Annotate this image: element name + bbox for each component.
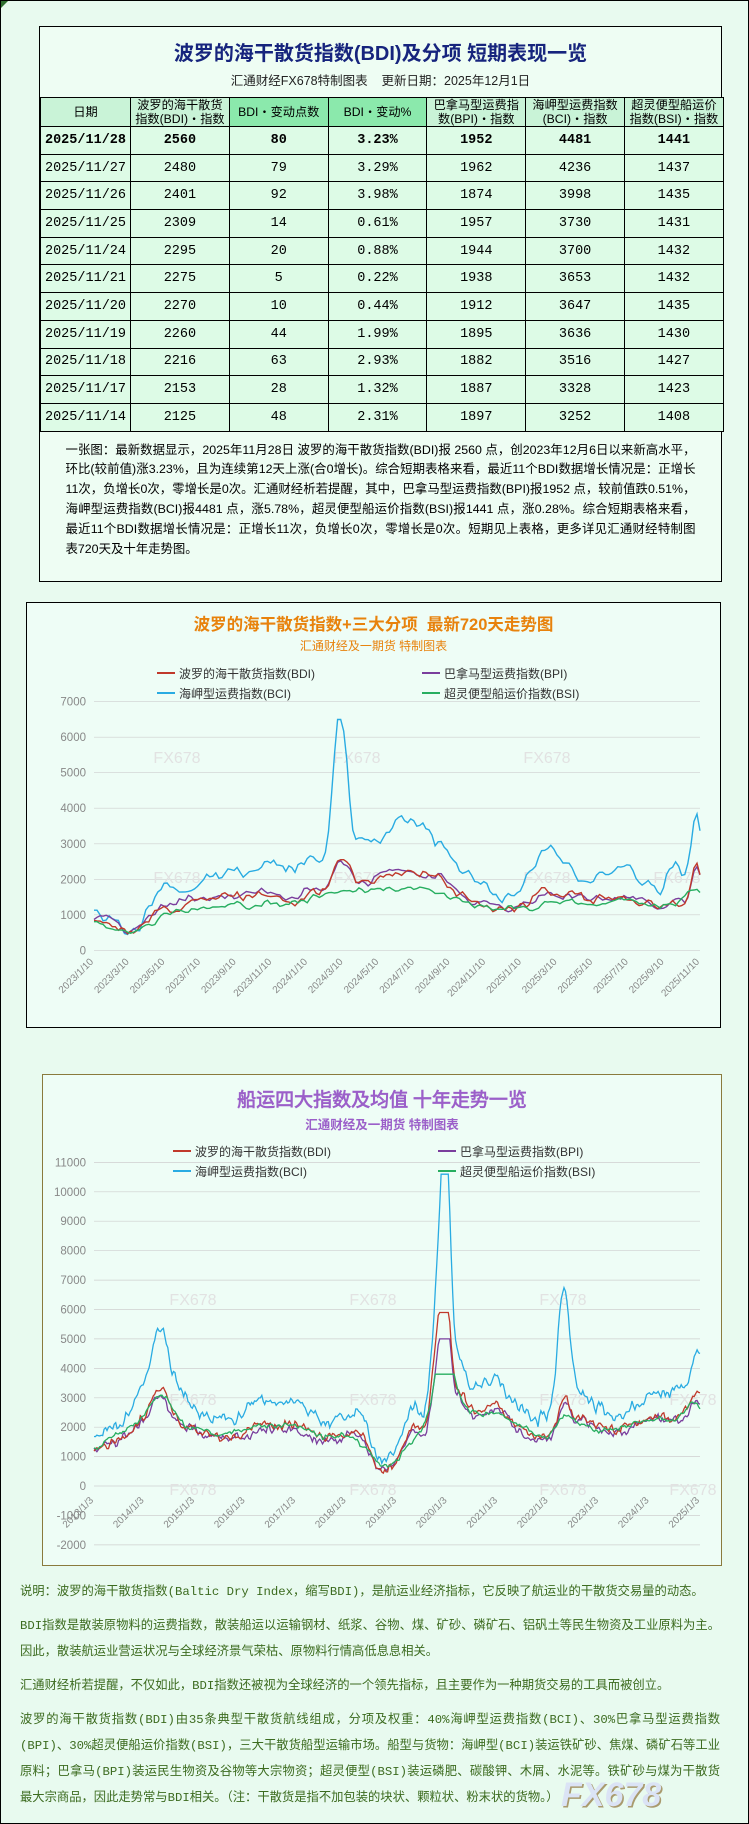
svg-text:5000: 5000 (60, 1334, 86, 1346)
svg-text:FX678: FX678 (669, 1392, 716, 1409)
svg-text:FX678: FX678 (153, 870, 200, 887)
svg-text:2000: 2000 (60, 874, 86, 886)
svg-text:2025/1/3: 2025/1/3 (667, 1495, 703, 1531)
svg-text:2023/1/10: 2023/1/10 (57, 956, 97, 996)
svg-text:7000: 7000 (60, 1275, 86, 1287)
svg-text:6000: 6000 (60, 732, 86, 744)
svg-text:0: 0 (80, 945, 86, 957)
svg-text:2020/1/3: 2020/1/3 (414, 1495, 450, 1531)
svg-text:6000: 6000 (60, 1305, 86, 1317)
svg-text:2016/1/3: 2016/1/3 (212, 1495, 248, 1531)
svg-text:2024/3/10: 2024/3/10 (306, 956, 346, 996)
svg-text:2014/1/3: 2014/1/3 (111, 1495, 147, 1531)
svg-text:2019/1/3: 2019/1/3 (364, 1495, 400, 1531)
svg-text:FX678: FX678 (349, 1482, 396, 1499)
svg-text:2025/3/10: 2025/3/10 (520, 956, 560, 996)
svg-text:9000: 9000 (60, 1216, 86, 1228)
svg-text:2023/1/3: 2023/1/3 (566, 1495, 602, 1531)
svg-text:2024/1/10: 2024/1/10 (271, 956, 311, 996)
svg-text:2024/5/10: 2024/5/10 (342, 956, 382, 996)
svg-text:1000: 1000 (60, 1452, 86, 1464)
svg-text:2023/11/10: 2023/11/10 (232, 956, 275, 999)
svg-text:FX678: FX678 (169, 1292, 216, 1309)
svg-text:1000: 1000 (60, 910, 86, 922)
svg-text:8000: 8000 (60, 1246, 86, 1258)
svg-text:FX678: FX678 (539, 1482, 586, 1499)
svg-text:FX678: FX678 (153, 750, 200, 767)
svg-text:FX678: FX678 (333, 750, 380, 767)
svg-text:2000: 2000 (60, 1422, 86, 1434)
svg-text:FX678: FX678 (669, 1482, 716, 1499)
svg-text:2025/11/10: 2025/11/10 (659, 956, 702, 999)
svg-text:0: 0 (80, 1481, 86, 1493)
svg-text:7000: 7000 (60, 697, 86, 709)
svg-text:2024/7/10: 2024/7/10 (378, 956, 418, 996)
svg-text:2025/5/10: 2025/5/10 (556, 956, 596, 996)
svg-text:2017/1/3: 2017/1/3 (263, 1495, 299, 1531)
svg-text:2015/1/3: 2015/1/3 (162, 1495, 198, 1531)
svg-text:3000: 3000 (60, 839, 86, 851)
svg-text:10000: 10000 (54, 1187, 86, 1199)
svg-text:2024/1/3: 2024/1/3 (616, 1495, 652, 1531)
svg-text:2023/7/10: 2023/7/10 (164, 956, 204, 996)
svg-text:4000: 4000 (60, 1363, 86, 1375)
svg-text:3000: 3000 (60, 1393, 86, 1405)
svg-text:5000: 5000 (60, 768, 86, 780)
svg-text:11000: 11000 (55, 1157, 86, 1169)
svg-text:2018/1/3: 2018/1/3 (313, 1495, 349, 1531)
svg-text:-2000: -2000 (57, 1540, 86, 1552)
svg-text:FX678: FX678 (539, 1292, 586, 1309)
svg-text:FX678: FX678 (349, 1392, 396, 1409)
svg-text:FX678: FX678 (169, 1482, 216, 1499)
svg-text:FX678: FX678 (349, 1292, 396, 1309)
svg-text:FX678: FX678 (523, 870, 570, 887)
svg-text:FX678: FX678 (523, 750, 570, 767)
svg-text:2023/3/10: 2023/3/10 (92, 956, 132, 996)
svg-text:2023/5/10: 2023/5/10 (128, 956, 168, 996)
svg-text:2021/1/3: 2021/1/3 (465, 1495, 501, 1531)
svg-text:2024/11/10: 2024/11/10 (446, 956, 489, 999)
svg-text:2025/7/10: 2025/7/10 (592, 956, 632, 996)
svg-text:2022/1/3: 2022/1/3 (515, 1495, 551, 1531)
svg-text:4000: 4000 (60, 803, 86, 815)
svg-text:2025/1/10: 2025/1/10 (485, 956, 525, 996)
